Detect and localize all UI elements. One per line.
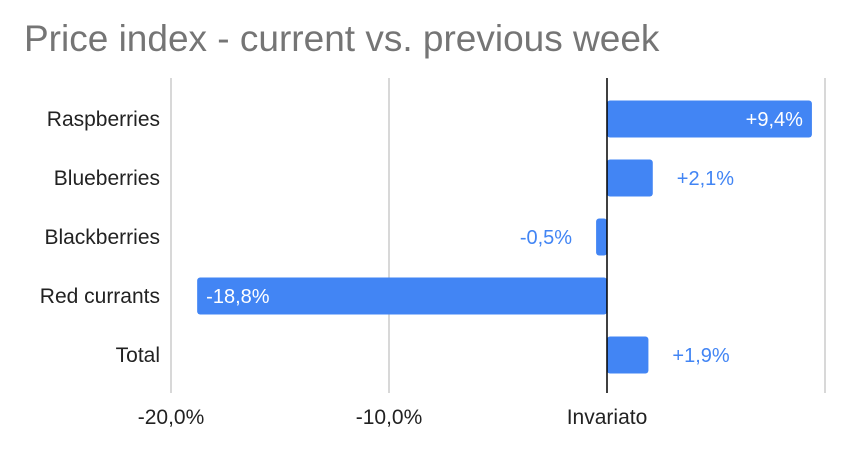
x-tick-label: -10,0% xyxy=(356,406,423,429)
x-tick-label: Invariato xyxy=(567,406,648,429)
bar-raspberries xyxy=(607,100,812,138)
category-label: Red currants xyxy=(40,285,160,308)
data-label: +9,4% xyxy=(746,109,803,131)
category-label: Blueberries xyxy=(54,167,160,190)
data-label: -0,5% xyxy=(520,227,572,249)
category-label: Total xyxy=(116,344,160,367)
bar-blackberries xyxy=(596,218,607,256)
bar-blueberries xyxy=(607,159,653,197)
x-tick-label: -20,0% xyxy=(138,406,205,429)
bar-total xyxy=(607,336,649,374)
category-label: Blackberries xyxy=(44,226,160,249)
category-label: Raspberries xyxy=(47,108,160,131)
chart-title: Price index - current vs. previous week xyxy=(24,18,660,59)
data-label: -18,8% xyxy=(206,286,270,308)
bar-red-currants xyxy=(197,277,607,315)
data-label: +1,9% xyxy=(672,345,729,367)
data-label: +2,1% xyxy=(677,168,734,190)
